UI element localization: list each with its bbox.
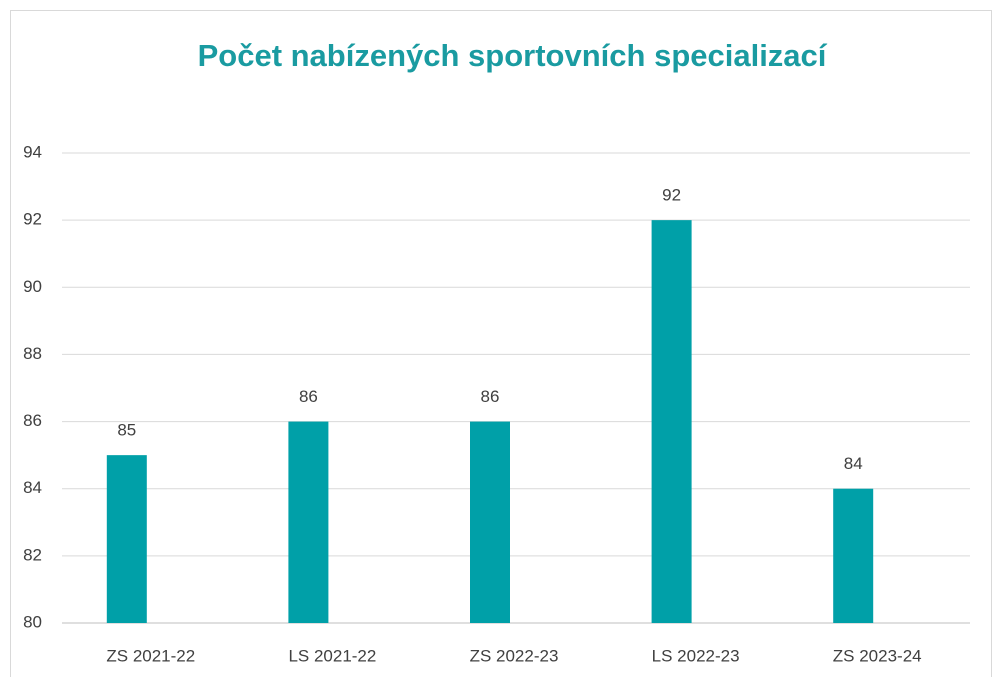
x-tick-label: LS 2021-22 [288,646,376,665]
y-tick-label: 84 [23,478,42,497]
data-label: 85 [117,421,136,440]
y-tick-label: 86 [23,411,42,430]
y-tick-label: 94 [23,142,42,161]
x-tick-label: LS 2022-23 [652,646,740,665]
data-label: 92 [662,186,681,205]
bar [470,421,510,623]
y-tick-label: 80 [23,612,42,631]
y-tick-label: 92 [23,210,42,229]
bar [288,421,329,623]
data-label: 84 [844,454,863,473]
chart-title: Počet nabízených sportovních specializac… [198,38,828,73]
data-label: 86 [299,387,318,406]
y-tick-label: 90 [23,277,42,296]
x-tick-label: ZS 2023-24 [833,646,922,665]
data-label: 86 [481,387,500,406]
bar [106,455,147,623]
x-tick-label: ZS 2022-23 [470,646,559,665]
y-tick-label: 88 [23,344,42,363]
bar [651,220,692,623]
y-tick-label: 82 [23,545,42,564]
bar [833,488,874,623]
x-tick-label: ZS 2021-22 [106,646,195,665]
